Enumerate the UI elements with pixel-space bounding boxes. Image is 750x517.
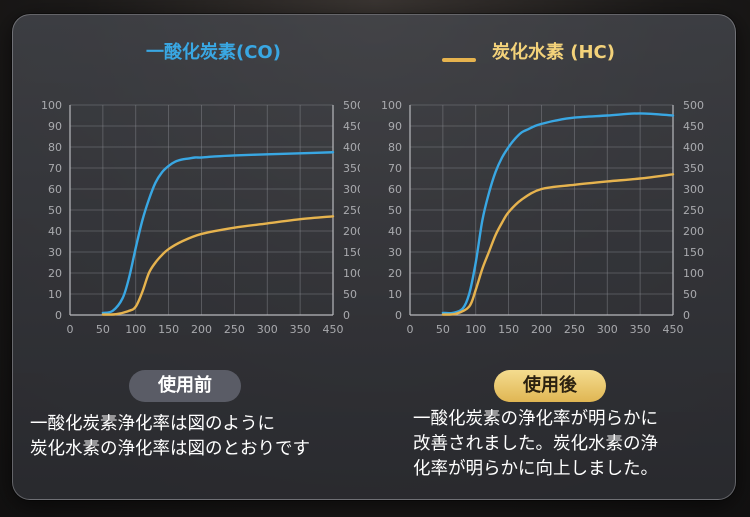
y-left-tick: 80 <box>388 141 402 154</box>
y-right-tick: 0 <box>683 309 690 322</box>
x-tick: 250 <box>224 323 245 336</box>
x-tick: 150 <box>158 323 179 336</box>
y-right-tick: 400 <box>343 141 360 154</box>
y-left-tick: 100 <box>381 99 402 112</box>
y-right-tick: 350 <box>683 162 704 175</box>
y-left-tick: 80 <box>48 141 62 154</box>
x-tick: 100 <box>125 323 146 336</box>
x-tick: 50 <box>96 323 110 336</box>
x-tick: 450 <box>323 323 344 336</box>
badge-before: 使用前 <box>129 370 241 402</box>
y-right-tick: 150 <box>343 246 360 259</box>
series-line-co <box>441 112 675 315</box>
x-tick: 0 <box>407 323 414 336</box>
y-right-tick: 100 <box>343 267 360 280</box>
x-tick: 0 <box>67 323 74 336</box>
y-right-tick: 50 <box>343 288 357 301</box>
y-left-tick: 60 <box>48 183 62 196</box>
legend-hc-label: 炭化水素 (HC) <box>492 42 615 63</box>
x-tick: 450 <box>663 323 684 336</box>
badge-after: 使用後 <box>494 370 606 402</box>
y-right-tick: 100 <box>683 267 704 280</box>
y-left-tick: 60 <box>388 183 402 196</box>
series-line-co <box>101 151 335 315</box>
y-right-tick: 200 <box>683 225 704 238</box>
description-before-line2: 炭化水素の浄化率は図のとおりです <box>30 439 310 459</box>
description-after-line1: 一酸化炭素の浄化率が明らかに <box>413 409 658 429</box>
x-tick: 300 <box>597 323 618 336</box>
y-left-tick: 70 <box>48 162 62 175</box>
y-left-tick: 20 <box>48 267 62 280</box>
y-right-tick: 0 <box>343 309 350 322</box>
description-before-line1: 一酸化炭素浄化率は図のように <box>30 414 275 434</box>
y-left-tick: 90 <box>388 120 402 133</box>
y-left-tick: 40 <box>48 225 62 238</box>
y-right-tick: 250 <box>683 204 704 217</box>
y-right-tick: 500 <box>683 99 704 112</box>
series-line-hc <box>101 215 335 316</box>
x-tick: 300 <box>257 323 278 336</box>
y-left-tick: 40 <box>388 225 402 238</box>
y-right-tick: 500 <box>343 99 360 112</box>
y-left-tick: 0 <box>395 309 402 322</box>
y-left-tick: 70 <box>388 162 402 175</box>
y-left-tick: 10 <box>388 288 402 301</box>
y-left-tick: 50 <box>388 204 402 217</box>
x-tick: 350 <box>630 323 651 336</box>
y-left-tick: 30 <box>48 246 62 259</box>
x-tick: 200 <box>191 323 212 336</box>
y-right-tick: 150 <box>683 246 704 259</box>
x-tick: 200 <box>531 323 552 336</box>
series-line-hc <box>441 173 675 316</box>
description-after: 一酸化炭素の浄化率が明らかに 改善されました。炭化水素の浄 化率が明らかに向上し… <box>413 407 723 482</box>
x-tick: 250 <box>564 323 585 336</box>
y-right-tick: 450 <box>343 120 360 133</box>
y-right-tick: 450 <box>683 120 704 133</box>
x-tick: 150 <box>498 323 519 336</box>
description-after-line2: 改善されました。炭化水素の浄 <box>413 434 658 454</box>
y-right-tick: 350 <box>343 162 360 175</box>
y-left-tick: 90 <box>48 120 62 133</box>
description-after-line3: 化率が明らかに向上しました。 <box>413 459 658 479</box>
y-right-tick: 300 <box>343 183 360 196</box>
y-right-tick: 300 <box>683 183 704 196</box>
legend-hc-swatch <box>442 58 476 62</box>
x-tick: 350 <box>290 323 311 336</box>
y-left-tick: 30 <box>388 246 402 259</box>
y-right-tick: 400 <box>683 141 704 154</box>
chart-before: 0010502010030150402005025060300703508040… <box>41 99 360 336</box>
y-right-tick: 200 <box>343 225 360 238</box>
description-before: 一酸化炭素浄化率は図のように 炭化水素の浄化率は図のとおりです <box>30 412 390 462</box>
y-left-tick: 50 <box>48 204 62 217</box>
y-left-tick: 10 <box>48 288 62 301</box>
y-right-tick: 50 <box>683 288 697 301</box>
x-tick: 100 <box>465 323 486 336</box>
y-left-tick: 100 <box>41 99 62 112</box>
y-right-tick: 250 <box>343 204 360 217</box>
y-left-tick: 20 <box>388 267 402 280</box>
y-left-tick: 0 <box>55 309 62 322</box>
legend-co-label: 一酸化炭素(CO) <box>146 42 281 63</box>
x-tick: 50 <box>436 323 450 336</box>
